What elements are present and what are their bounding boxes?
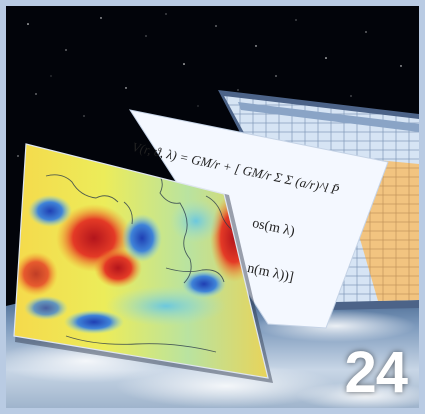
cover-illustration: V(r, ϑ, λ) = GM/r + [ GM/r Σ Σ (a/r)^l P…	[6, 6, 419, 408]
clouds	[6, 310, 419, 408]
page-number: 24	[344, 340, 408, 405]
illustration-svg	[6, 6, 419, 408]
stars	[17, 13, 407, 157]
